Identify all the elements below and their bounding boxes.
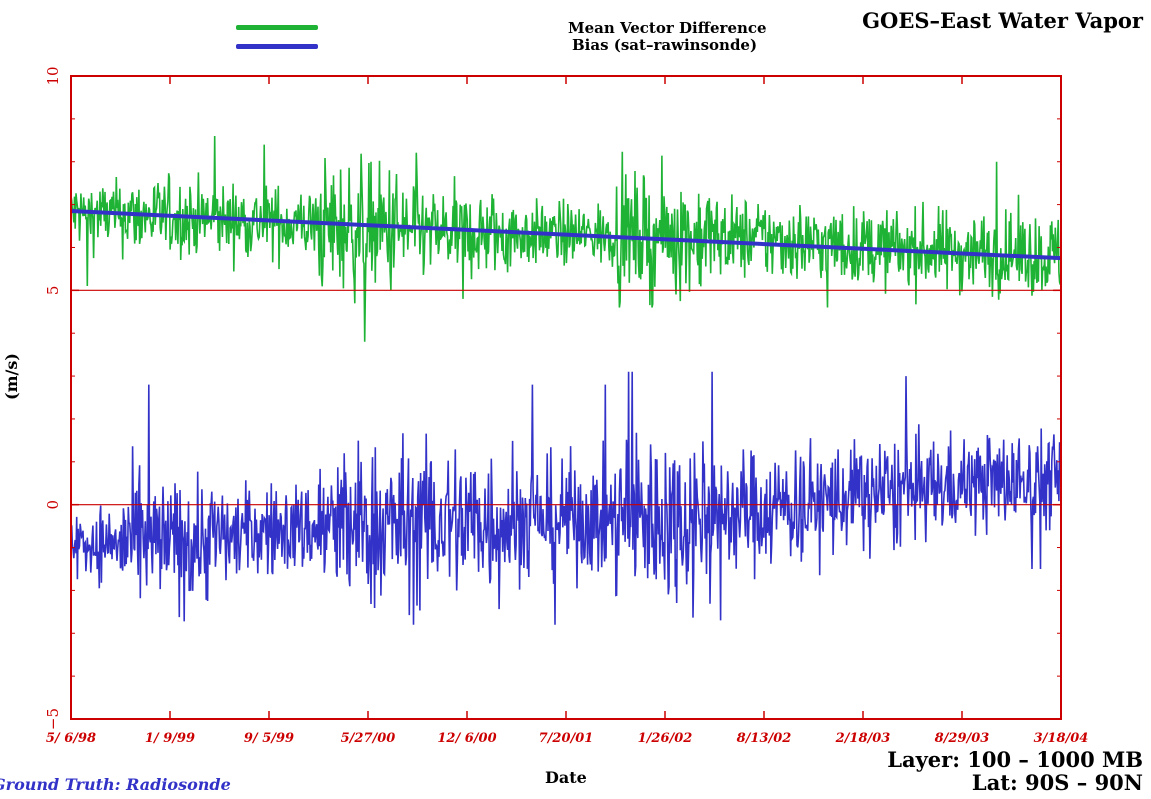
series-line-mean-vector-difference [70, 135, 1062, 342]
x-tick-label: 8/29/03 [935, 731, 990, 746]
x-tick-label: 7/20/01 [539, 731, 594, 746]
x-tick-label: 5/ 6/98 [46, 731, 96, 746]
ground-truth-label: Ground Truth: Radiosonde [0, 775, 231, 794]
legend-swatch-bias [236, 44, 318, 49]
y-tick-label: 0 [44, 500, 62, 510]
x-tick-label: 9/ 5/99 [244, 731, 294, 746]
series-line-bias [70, 371, 1062, 625]
legend-swatch-mvd [236, 25, 318, 30]
trend-line [70, 209, 1062, 261]
y-tick-label: −5 [44, 708, 62, 730]
x-tick-label: 12/ 6/00 [437, 731, 496, 746]
layer-label: Layer: 100 – 1000 MB [887, 747, 1143, 772]
chart-title: GOES–East Water Vapor [862, 8, 1143, 33]
x-axis-label: Date [545, 768, 587, 787]
layer-info: Layer: 100 – 1000 MB Lat: 90S – 90N [887, 748, 1143, 794]
x-tick-label: 1/26/02 [638, 731, 693, 746]
x-tick-label: 1/ 9/99 [145, 731, 195, 746]
lat-label: Lat: 90S – 90N [971, 770, 1143, 795]
legend-label-bias: Bias (sat–rawinsonde) [572, 36, 758, 54]
x-tick-label: 3/18/04 [1034, 731, 1089, 746]
legend-item-mvd: Mean Vector Difference [236, 19, 767, 37]
legend-label-mvd: Mean Vector Difference [568, 19, 767, 37]
plot-frame [70, 75, 1062, 720]
x-tick-label: 5/27/00 [341, 731, 396, 746]
data-layer [70, 135, 1062, 625]
y-axis-label: (m/s) [2, 353, 21, 400]
x-tick-label: 2/18/03 [835, 731, 891, 746]
axes-layer: −5 0 5 10 5/ 6/98 1/ 9/99 9/ 5/99 5/27/00 12/ 6/… [44, 66, 1088, 746]
x-tick-label: 8/13/02 [737, 731, 792, 746]
legend-item-bias: Bias (sat–rawinsonde) [236, 36, 757, 54]
y-tick-label: 5 [44, 286, 62, 296]
y-tick-label: 10 [44, 66, 62, 85]
